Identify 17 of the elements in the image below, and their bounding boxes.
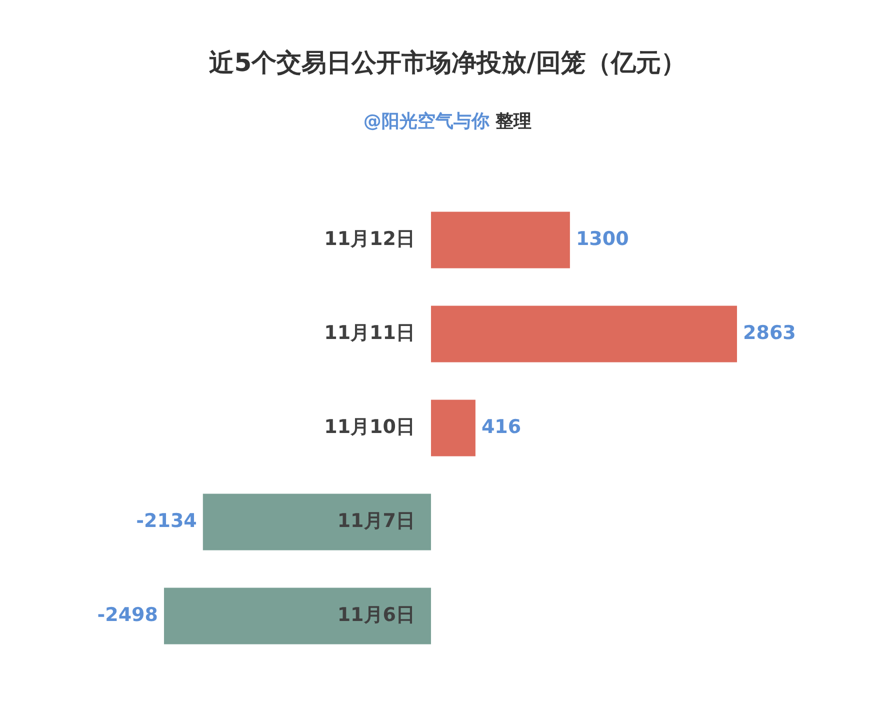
- y-tick-label: 11月12日: [324, 228, 415, 250]
- data-label: -2498: [97, 604, 158, 626]
- data-label: 1300: [576, 228, 629, 250]
- y-tick-label: 11月7日: [337, 510, 415, 532]
- bar: [164, 588, 431, 644]
- data-label: 2863: [743, 322, 796, 344]
- data-label: 416: [481, 416, 522, 438]
- chart-title: 近5个交易日公开市场净投放/回笼（亿元）: [208, 47, 687, 79]
- y-tick-label: 11月6日: [337, 604, 415, 626]
- chart-subtitle: @阳光空气与你 整理: [363, 111, 532, 132]
- y-tick-label: 11月10日: [324, 416, 415, 438]
- y-tick-label: 11月11日: [324, 322, 415, 344]
- bar: [202, 494, 431, 550]
- bar: [430, 306, 737, 362]
- data-label: -2134: [136, 510, 197, 532]
- bar: [430, 212, 570, 268]
- bar: [430, 400, 476, 456]
